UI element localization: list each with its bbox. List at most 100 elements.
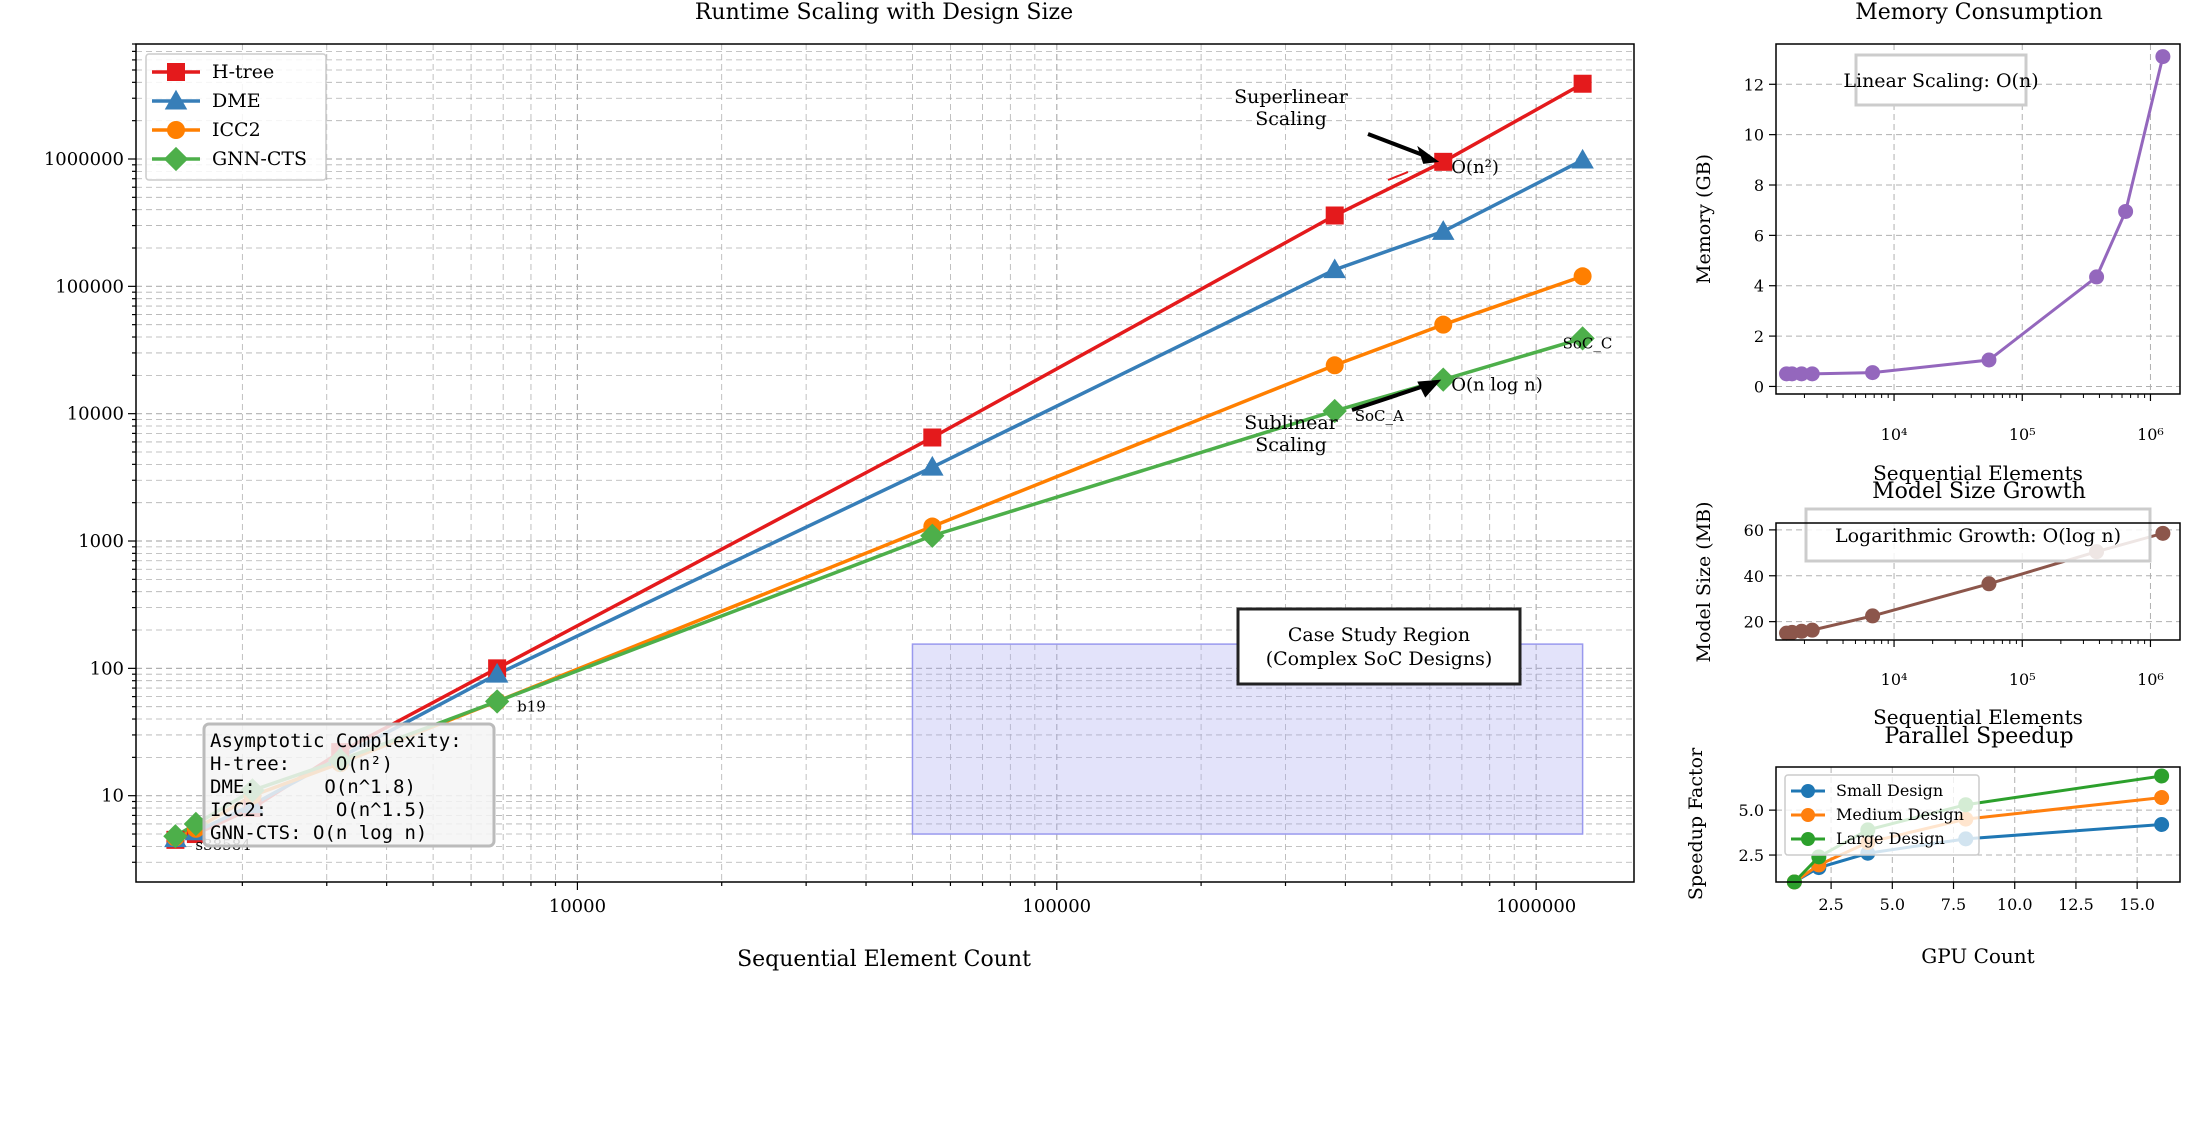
model-annotation: Logarithmic Growth: O(log n): [1804, 507, 2152, 563]
legend-marker-icc2: [167, 121, 185, 139]
y-tick-label: 100000: [55, 276, 124, 297]
memory-y-tick-label: 4: [1754, 277, 1764, 296]
superlinear-text-line-1: Superlinear: [1234, 86, 1349, 108]
data-point-gnn-cts: [163, 824, 188, 849]
model-x-axis-label: Sequential Elements: [1873, 705, 2083, 729]
speedup-legend-marker-large-design: [1801, 832, 1815, 846]
data-point-icc2: [1325, 356, 1344, 375]
legend-frame: [145, 53, 327, 181]
speedup-x-tick-label: 2.5: [1818, 895, 1843, 914]
memory-x-tick-label: 10⁵: [2009, 425, 2036, 444]
memory-x-axis-label: Sequential Elements: [1873, 461, 2083, 485]
speedup-plot-frame: [1775, 766, 2181, 883]
memory-annotation-box: [1854, 53, 2028, 107]
data-point-gnn-cts: [484, 689, 510, 714]
memory-data-point: [1804, 366, 1820, 382]
speedup-point-medium-design: [2154, 790, 2170, 806]
memory-y-tick-label: 12: [1744, 75, 1764, 94]
memory-data-point: [2118, 203, 2134, 219]
speedup-point-large-design: [2154, 768, 2170, 784]
point-label: SoC_C: [1563, 334, 1613, 352]
memory-ticks: 10⁴ 10⁵ 10⁶ 0 2 4 6 8 10 12: [1744, 75, 2164, 444]
sublinear-arrow-head: [1417, 379, 1442, 398]
speedup-legend: Small Design Medium Design Large Design: [1784, 774, 1980, 856]
x-tick-label: 1000000: [1496, 896, 1576, 917]
data-point-gnn-cts: [1322, 398, 1347, 424]
superlinear-pointer: [1387, 171, 1409, 181]
memory-x-tick-label: 10⁴: [1881, 425, 1908, 444]
memory-data-point: [2089, 269, 2105, 285]
runtime-scaling-chart: Runtime Scaling with Design Size s38584b…: [44, 0, 1635, 972]
speedup-legend-label-small-design: Small Design: [1836, 781, 1943, 800]
superlinear-text-line-2: Scaling: [1255, 108, 1327, 130]
model-x-tick-label: 10⁴: [1881, 670, 1908, 689]
data-point-h-tree: [1434, 152, 1453, 171]
memory-data-point: [2155, 49, 2171, 65]
main-plot-frame: [135, 43, 1635, 883]
data-point-h-tree: [1573, 74, 1592, 93]
speedup-y-tick-label: 2.5: [1739, 846, 1764, 865]
model-plot-frame: [1775, 522, 2181, 641]
speedup-y-axis-label: Speedup Factor: [1685, 747, 1707, 900]
data-point-gnn-cts: [183, 811, 209, 837]
complexity-line: Asymptotic Complexity:: [210, 730, 462, 752]
memory-series: [1779, 49, 2171, 382]
sublinear-text-line-2: Scaling: [1255, 434, 1327, 456]
data-point-dme: [921, 455, 944, 476]
main-legend: H-tree DME ICC2 GNN-CTS: [145, 53, 327, 181]
legend-marker-gnn-cts: [163, 146, 189, 172]
data-point-gnn-cts: [1570, 326, 1595, 351]
speedup-chart-title: Parallel Speedup: [1884, 724, 2073, 749]
model-annotation-box: [1804, 507, 2152, 563]
x-tick-label: 100000: [1022, 896, 1091, 917]
memory-y-tick-label: 6: [1754, 226, 1764, 245]
superlinear-arrow-head: [1417, 145, 1440, 164]
speedup-legend-marker-medium-design: [1801, 808, 1815, 822]
memory-y-tick-label: 10: [1744, 126, 1764, 145]
memory-y-tick-label: 2: [1754, 327, 1764, 346]
legend-marker-h-tree: [167, 63, 185, 81]
complexity-box-frame: [202, 722, 496, 848]
data-point-dme: [485, 662, 509, 683]
legend-label-dme: DME: [212, 90, 261, 112]
legend-marker-dme: [164, 89, 188, 110]
speedup-x-tick-label: 10.0: [1997, 895, 2033, 914]
sublinear-arrow-shaft: [1351, 383, 1426, 412]
parallel-speedup-chart: Parallel Speedup 2.5 5.0 7.5 10.0 12.5 15.0 2.…: [1685, 724, 2181, 968]
speedup-x-tick-label: 7.5: [1941, 895, 1966, 914]
data-point-dme: [1571, 148, 1594, 169]
speedup-legend-label-large-design: Large Design: [1836, 829, 1945, 848]
sublinear-complexity-label: O(n log n): [1451, 375, 1543, 396]
superlinear-complexity-label: O(n²): [1451, 157, 1499, 178]
model-size-chart: Model Size Growth Logarithmic Growth: O(…: [1693, 479, 2181, 729]
case-study-text-line-2: (Complex SoC Designs): [1266, 648, 1493, 670]
memory-y-tick-label: 8: [1754, 176, 1764, 195]
data-point-dme: [1431, 220, 1455, 240]
main-chart-title: Runtime Scaling with Design Size: [695, 0, 1073, 25]
model-data-point: [1981, 576, 1997, 592]
y-tick-label: 10000: [67, 404, 124, 425]
memory-consumption-chart: Memory Consumption Linear Scaling: O(n) …: [1693, 0, 2181, 485]
model-data-point: [1804, 622, 1820, 638]
model-x-tick-label: 10⁶: [2137, 670, 2164, 689]
speedup-y-tick-label: 5.0: [1739, 801, 1764, 820]
model-y-axis-label: Model Size (MB): [1693, 501, 1715, 662]
complexity-box: Asymptotic Complexity:H-tree: O(n²)DME: …: [202, 722, 496, 848]
memory-plot-frame: [1775, 43, 2181, 395]
memory-chart-title: Memory Consumption: [1855, 0, 2103, 25]
speedup-x-tick-label: 12.5: [2058, 895, 2094, 914]
speedup-x-tick-label: 15.0: [2119, 895, 2155, 914]
model-data-point: [2155, 525, 2171, 541]
speedup-point-small-design: [2154, 817, 2170, 832]
y-tick-label: 10: [101, 786, 124, 807]
legend-label-gnn-cts: GNN-CTS: [212, 148, 307, 170]
memory-data-point: [1981, 352, 1997, 368]
memory-data-point: [1865, 365, 1881, 381]
data-point-gnn-cts: [1431, 367, 1456, 392]
point-label: b19: [517, 697, 546, 715]
complexity-line: H-tree: O(n²): [210, 753, 393, 775]
data-point-icc2: [1573, 267, 1592, 286]
sublinear-text-line-1: Sublinear: [1244, 412, 1338, 434]
data-point-h-tree: [1325, 206, 1344, 225]
